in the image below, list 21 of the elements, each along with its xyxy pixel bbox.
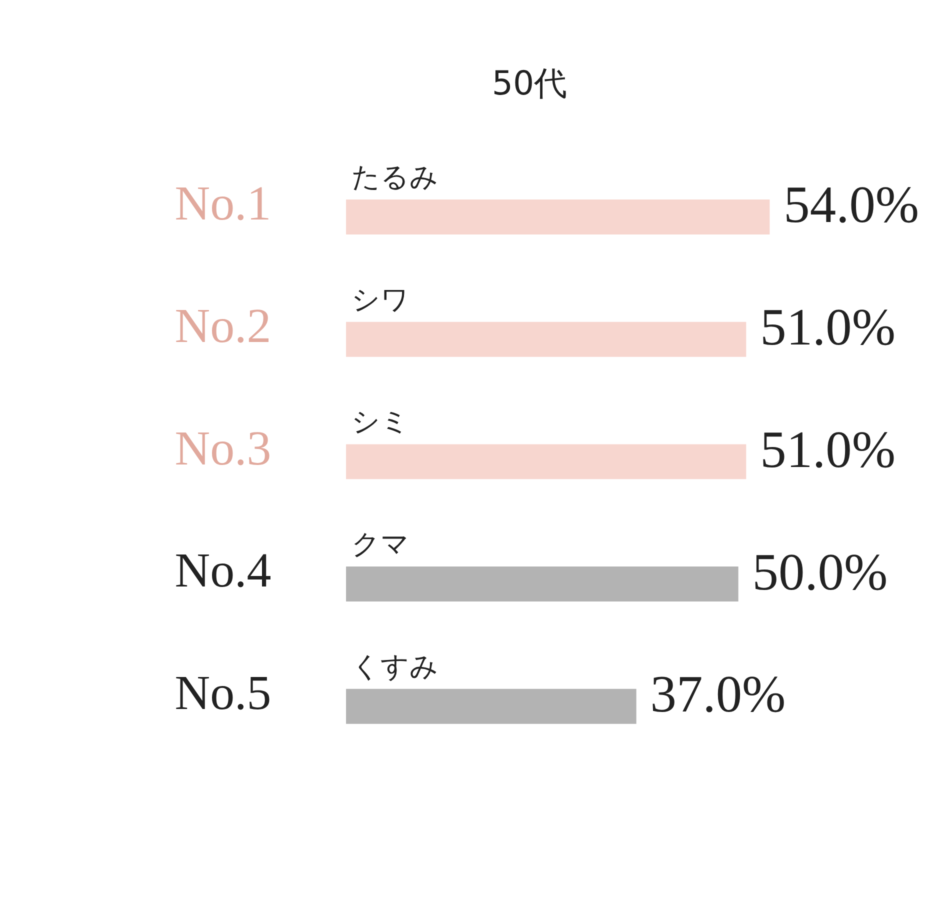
chart-title: 50代: [492, 64, 568, 103]
text: No.1: [174, 176, 272, 231]
y-tick-label: シワ: [351, 282, 410, 316]
data-label: 50.0%: [752, 543, 888, 602]
bar: [346, 566, 738, 602]
data-label: 37.0%: [650, 666, 786, 724]
y-tick-label: たるみ: [351, 160, 438, 194]
text: No.2: [174, 298, 272, 353]
text: No.5: [174, 664, 272, 720]
y-tick-label: シミ: [351, 405, 410, 438]
bar: [346, 322, 746, 357]
bar: [346, 444, 746, 480]
y-tick-label: クマ: [351, 527, 410, 560]
text: No.3: [174, 420, 272, 476]
data-label: 54.0%: [784, 176, 920, 234]
bar: [346, 200, 770, 234]
data-label: 51.0%: [760, 298, 896, 357]
text: No.4: [174, 542, 272, 598]
data-label: 51.0%: [760, 420, 896, 479]
y-tick-label: くすみ: [351, 650, 438, 683]
bar: [346, 688, 636, 724]
